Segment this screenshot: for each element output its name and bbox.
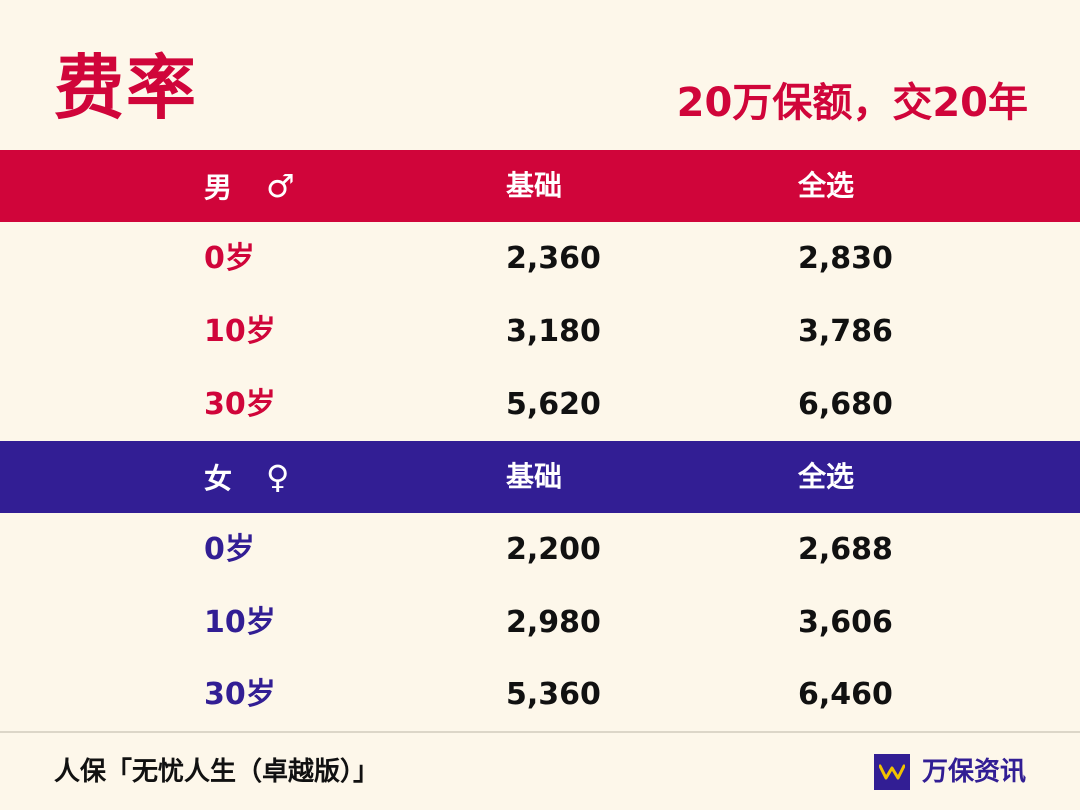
age-cell: 30岁 [204,387,276,422]
female-header-label: 女 ♀ [204,441,289,513]
male-header-band: 男 ♂ 基础 全选 [0,150,1080,222]
brand: 万保资讯 [873,752,1026,792]
all-rate-cell: 2,688 [798,532,893,567]
age-cell: 10岁 [204,314,276,349]
basic-rate-cell: 3,180 [506,314,601,349]
male-label: 男 [204,171,233,204]
wanbao-logo-icon [873,754,910,790]
female-col-all: 全选 [798,460,855,493]
table-row: 10岁 2,980 3,606 [0,586,1080,659]
basic-rate-cell: 2,360 [506,241,601,276]
basic-rate-cell: 5,620 [506,387,601,422]
page-title: 费率 [54,47,198,129]
brand-name: 万保资讯 [921,757,1026,787]
age-cell: 0岁 [204,532,255,567]
age-cell: 30岁 [204,677,276,712]
all-rate-cell: 2,830 [798,241,893,276]
age-cell: 0岁 [204,241,255,276]
basic-rate-cell: 2,980 [506,605,601,640]
product-name: 人保「无忧人生（卓越版）」 [54,757,380,787]
page-subtitle: 20万保额，交20年 [676,80,1028,126]
table-row: 30岁 5,360 6,460 [0,658,1080,731]
female-header-band: 女 ♀ 基础 全选 [0,441,1080,513]
basic-rate-cell: 2,200 [506,532,601,567]
female-col-basic: 基础 [506,460,563,493]
male-col-basic: 基础 [506,169,563,202]
footer-divider [0,731,1080,733]
all-rate-cell: 3,786 [798,314,893,349]
male-symbol-icon: ♂ [266,167,295,205]
all-rate-cell: 6,680 [798,387,893,422]
female-symbol-icon: ♀ [266,458,290,496]
age-cell: 10岁 [204,605,276,640]
all-rate-cell: 6,460 [798,677,893,712]
all-rate-cell: 3,606 [798,605,893,640]
female-label: 女 [204,462,233,495]
table-row: 10岁 3,180 3,786 [0,295,1080,368]
male-header-label: 男 ♂ [204,150,295,222]
male-col-all: 全选 [798,169,855,202]
table-row: 0岁 2,360 2,830 [0,222,1080,295]
table-row: 0岁 2,200 2,688 [0,513,1080,586]
table-row: 30岁 5,620 6,680 [0,368,1080,441]
basic-rate-cell: 5,360 [506,677,601,712]
